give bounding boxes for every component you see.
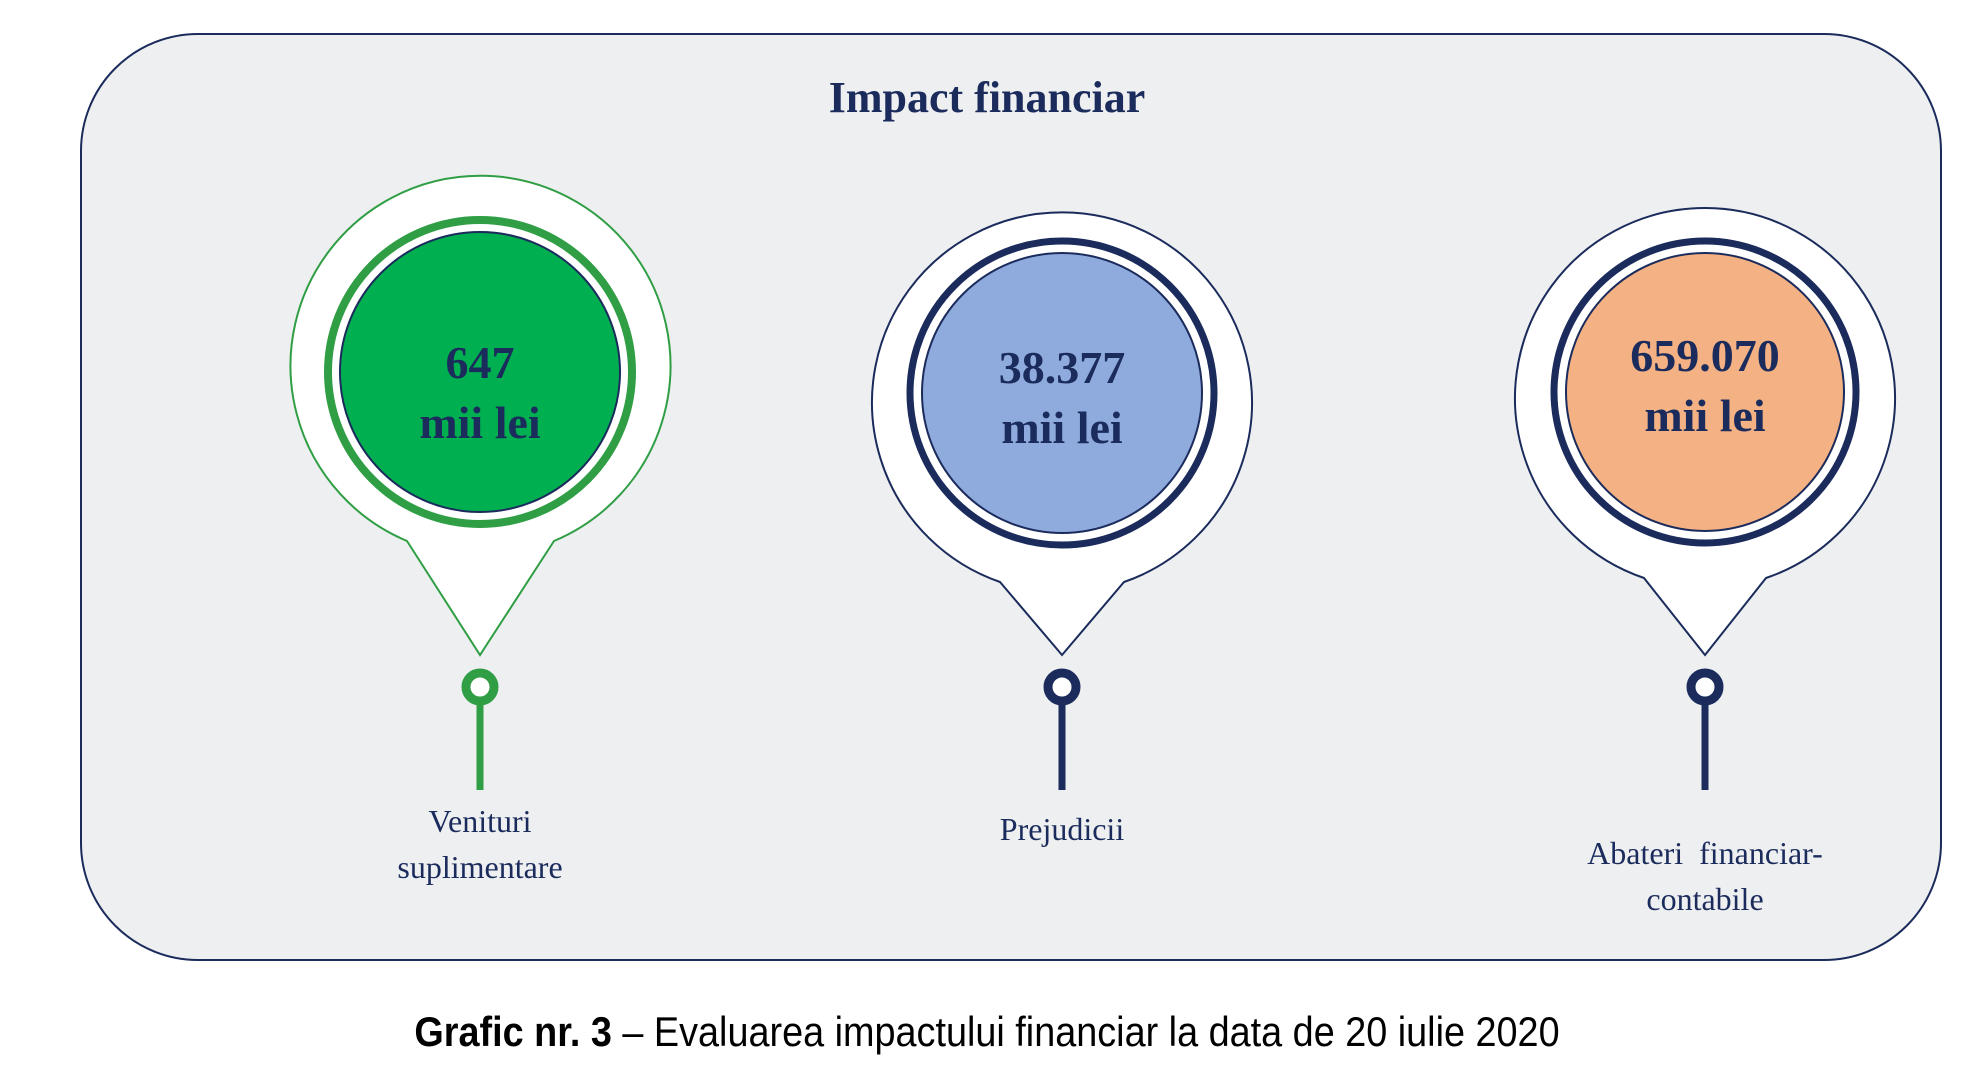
pin-venituri-dot (461, 668, 499, 706)
pin-prejudicii-dot (1043, 668, 1081, 706)
value-venituri-amount: 647 (445, 337, 515, 388)
pin-prejudicii-ring (906, 237, 1218, 549)
label-abateri-line1: Abateri financiar- (1587, 835, 1823, 871)
pin-venituri-ring (324, 216, 636, 528)
figure-caption: Grafic nr. 3 – Evaluarea impactului fina… (99, 1008, 1876, 1056)
pin-abateri-circle (1565, 252, 1845, 532)
label-venituri-line2: suplimentare (397, 849, 563, 885)
label-abateri-line2: contabile (1646, 881, 1764, 917)
label-prejudicii: Prejudicii (892, 806, 1232, 852)
caption-text: – Evaluarea impactului financiar la data… (611, 1008, 1560, 1055)
value-venituri: 647 mii lei (330, 333, 630, 453)
value-prejudicii-amount: 38.377 (998, 342, 1126, 393)
value-abateri-unit: mii lei (1644, 390, 1766, 441)
pin-venituri-circle (339, 231, 621, 513)
value-abateri: 659.070 mii lei (1555, 326, 1855, 446)
panel-title: Impact financiar (828, 73, 1146, 122)
pin-abateri-ring (1550, 237, 1860, 547)
pin-abateri (1514, 207, 1896, 790)
caption-number: Grafic nr. 3 (414, 1008, 612, 1055)
pin-venituri (289, 174, 672, 790)
label-venituri: Venituri suplimentare (310, 798, 650, 890)
pin-prejudicii-circle (921, 252, 1203, 534)
value-abateri-amount: 659.070 (1630, 330, 1780, 381)
label-venituri-line1: Venituri (428, 803, 532, 839)
value-prejudicii: 38.377 mii lei (912, 338, 1212, 458)
label-abateri: Abateri financiar- contabile (1535, 830, 1875, 922)
value-prejudicii-unit: mii lei (1001, 402, 1123, 453)
pin-prejudicii (871, 211, 1253, 790)
pin-abateri-dot (1686, 668, 1724, 706)
label-prejudicii-line1: Prejudicii (999, 811, 1125, 847)
value-venituri-unit: mii lei (419, 397, 541, 448)
